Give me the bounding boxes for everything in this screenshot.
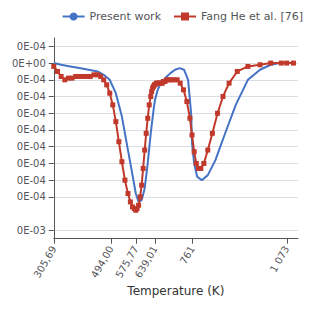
svg-text:0E-04: 0E-04 [17,41,46,52]
svg-text:305,69: 305,69 [32,244,59,280]
svg-text:0E-04: 0E-04 [17,91,46,102]
svg-text:0E-04: 0E-04 [17,158,46,169]
svg-text:Temperature (K): Temperature (K) [126,284,224,298]
svg-text:0E-04: 0E-04 [17,191,46,202]
svg-text:761: 761 [178,244,197,266]
svg-text:575,77: 575,77 [113,243,141,280]
svg-text:Present work: Present work [90,10,162,23]
svg-text:0E-04: 0E-04 [17,175,46,186]
svg-text:0E+00: 0E+00 [12,58,46,69]
svg-text:Fang He et al. [76]: Fang He et al. [76] [201,10,303,23]
svg-text:494,00: 494,00 [89,244,116,280]
svg-text:0E-04: 0E-04 [17,124,46,135]
svg-text:0E-04: 0E-04 [17,74,46,85]
svg-text:0E-04: 0E-04 [17,108,46,119]
svg-text:0E-04: 0E-04 [17,141,46,152]
svg-text:1 073: 1 073 [268,244,292,274]
svg-text:639,01: 639,01 [133,244,160,280]
svg-text:0E-03: 0E-03 [17,225,46,236]
